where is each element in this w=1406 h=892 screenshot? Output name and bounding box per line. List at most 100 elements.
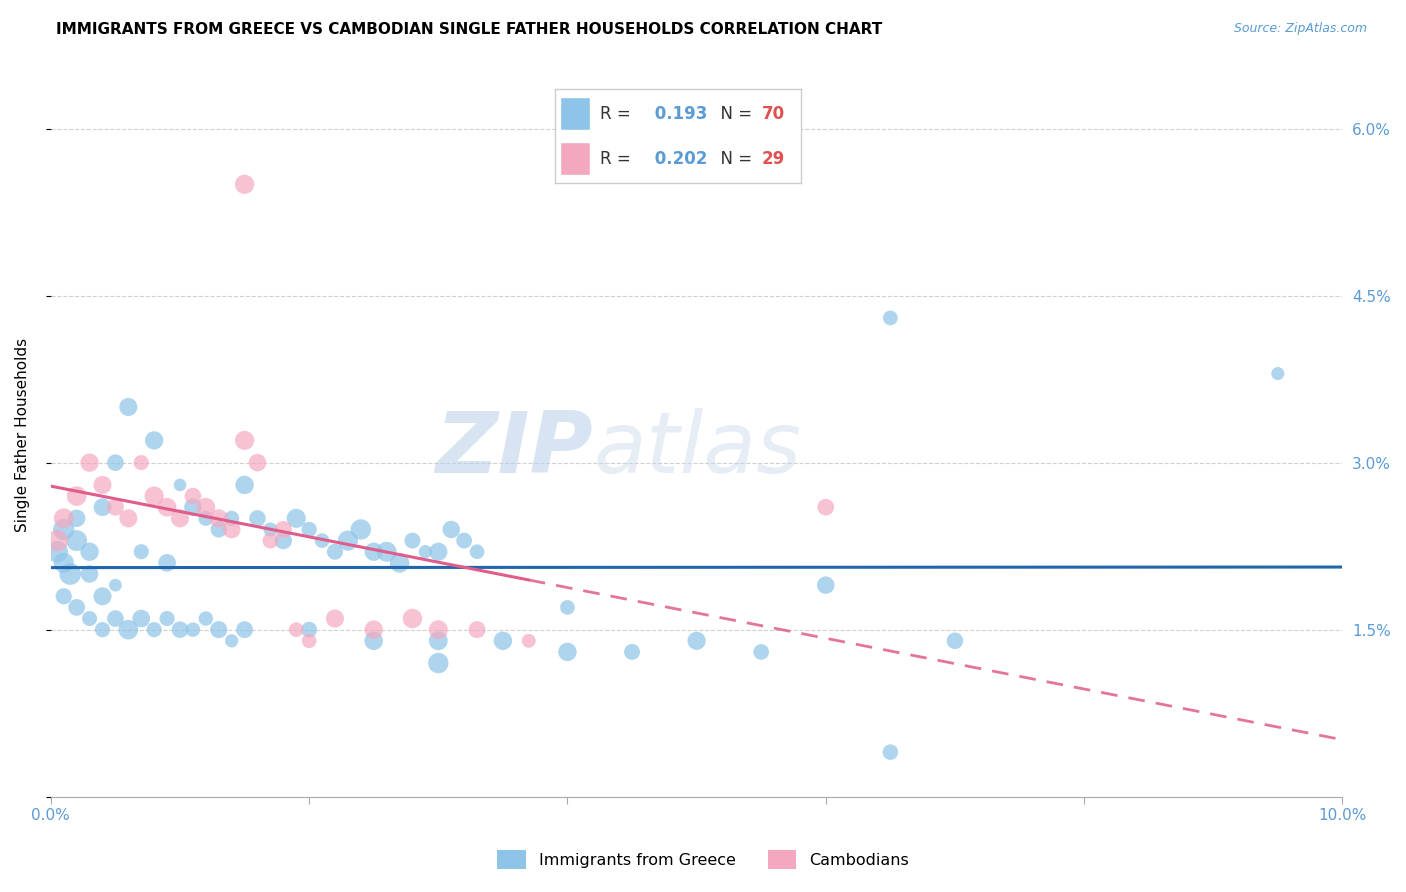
Point — [517, 633, 540, 648]
Point — [79, 611, 101, 625]
Point — [181, 489, 204, 503]
Point — [363, 545, 385, 559]
Point — [323, 611, 346, 625]
Text: 0.202: 0.202 — [650, 150, 707, 168]
Point — [814, 500, 837, 515]
Bar — [561, 142, 591, 176]
Text: ZIP: ZIP — [436, 408, 593, 491]
Point — [59, 566, 82, 581]
Point — [143, 623, 166, 637]
Point — [259, 523, 281, 537]
Point — [233, 623, 256, 637]
Point — [117, 623, 139, 637]
Point — [401, 611, 423, 625]
Text: 29: 29 — [762, 150, 786, 168]
Point — [52, 589, 75, 603]
Point — [273, 533, 295, 548]
Point — [221, 511, 243, 525]
Point — [814, 578, 837, 592]
Point — [129, 456, 152, 470]
Point — [129, 545, 152, 559]
Point — [129, 611, 152, 625]
Point — [233, 478, 256, 492]
Point — [221, 523, 243, 537]
Point — [285, 511, 308, 525]
Point — [46, 545, 69, 559]
Point — [91, 589, 114, 603]
Point — [208, 623, 231, 637]
Point — [465, 545, 488, 559]
Point — [143, 489, 166, 503]
Point — [336, 533, 359, 548]
Point — [259, 533, 281, 548]
Legend: Immigrants from Greece, Cambodians: Immigrants from Greece, Cambodians — [491, 844, 915, 875]
Point — [323, 545, 346, 559]
Point — [557, 645, 579, 659]
Text: R =: R = — [599, 104, 636, 122]
Point — [66, 533, 89, 548]
Text: 70: 70 — [762, 104, 785, 122]
Point — [79, 566, 101, 581]
Point — [169, 623, 191, 637]
Point — [401, 533, 423, 548]
Point — [492, 633, 515, 648]
Point — [169, 511, 191, 525]
Point — [52, 556, 75, 570]
Point — [117, 511, 139, 525]
Point — [453, 533, 475, 548]
Point — [156, 611, 179, 625]
Point — [104, 611, 127, 625]
Point — [440, 523, 463, 537]
Text: 0.193: 0.193 — [650, 104, 707, 122]
Point — [117, 400, 139, 414]
Point — [298, 523, 321, 537]
Point — [66, 600, 89, 615]
Point — [298, 623, 321, 637]
Text: atlas: atlas — [593, 408, 801, 491]
Point — [91, 500, 114, 515]
Point — [685, 633, 707, 648]
Point — [208, 523, 231, 537]
Point — [246, 511, 269, 525]
Point — [52, 511, 75, 525]
Point — [427, 633, 450, 648]
Point — [233, 178, 256, 192]
Point — [350, 523, 373, 537]
Point — [427, 545, 450, 559]
Point — [156, 556, 179, 570]
Point — [221, 633, 243, 648]
Point — [465, 623, 488, 637]
Point — [388, 556, 411, 570]
Point — [298, 633, 321, 648]
Point — [1267, 367, 1289, 381]
Text: IMMIGRANTS FROM GREECE VS CAMBODIAN SINGLE FATHER HOUSEHOLDS CORRELATION CHART: IMMIGRANTS FROM GREECE VS CAMBODIAN SING… — [56, 22, 883, 37]
Point — [156, 500, 179, 515]
Point — [557, 600, 579, 615]
Point — [194, 611, 217, 625]
Point — [273, 523, 295, 537]
Point — [415, 545, 437, 559]
Point — [194, 511, 217, 525]
Point — [91, 478, 114, 492]
Point — [879, 310, 901, 325]
Point — [91, 623, 114, 637]
Point — [194, 500, 217, 515]
Point — [363, 633, 385, 648]
Point — [749, 645, 772, 659]
Point — [79, 545, 101, 559]
Point — [66, 511, 89, 525]
Point — [879, 745, 901, 759]
Point — [66, 489, 89, 503]
Point — [375, 545, 398, 559]
Point — [52, 523, 75, 537]
Point — [181, 500, 204, 515]
Point — [363, 623, 385, 637]
Point — [143, 434, 166, 448]
Point — [104, 500, 127, 515]
Text: N =: N = — [710, 150, 758, 168]
Point — [285, 623, 308, 637]
Point — [104, 456, 127, 470]
Point — [169, 478, 191, 492]
Point — [104, 578, 127, 592]
Text: R =: R = — [599, 150, 636, 168]
